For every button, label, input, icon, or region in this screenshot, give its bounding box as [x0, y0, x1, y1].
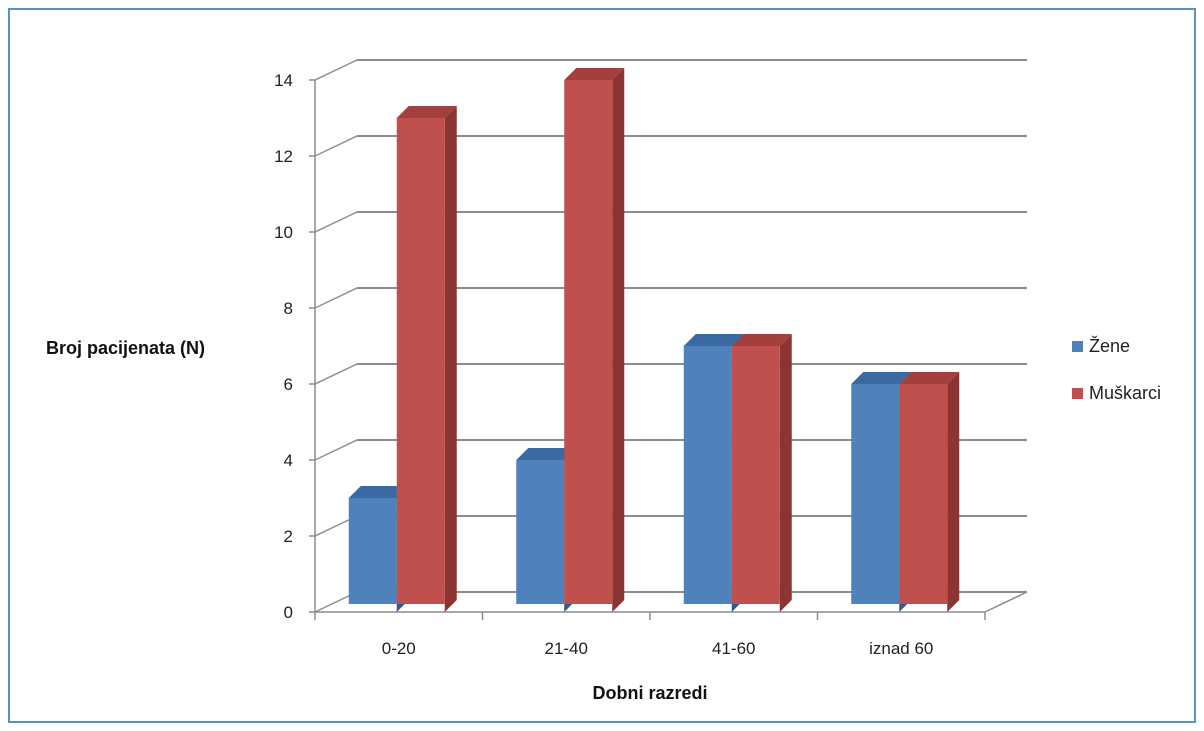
bar-top [731, 334, 792, 346]
legend-swatch [1072, 341, 1083, 352]
bar-front [396, 118, 445, 604]
chart-legend: Žene Muškarci [1072, 336, 1161, 403]
bar-side [779, 334, 792, 612]
y-axis-title: Broj pacijenata (N) [46, 338, 205, 358]
floor-edge [984, 591, 1028, 613]
x-tick-label: 41-60 [712, 639, 755, 658]
chart-axes [309, 79, 1028, 620]
legend-item: Muškarci [1072, 383, 1161, 403]
y-tick-label: 12 [274, 147, 293, 166]
gridline-side [314, 59, 358, 81]
y-tick-label: 6 [284, 375, 293, 394]
bar-top [564, 68, 625, 80]
bar [899, 372, 960, 612]
y-tick-label: 4 [284, 451, 293, 470]
x-tick-label: 0-20 [382, 639, 416, 658]
bar-top [516, 448, 577, 460]
bar-front [348, 498, 397, 604]
bar-front [564, 80, 613, 604]
gridline-side [314, 439, 358, 461]
bar-front [851, 384, 900, 604]
x-tick-label: iznad 60 [869, 639, 933, 658]
legend-label: Žene [1089, 336, 1130, 356]
bar-side [612, 68, 625, 612]
y-tick-label: 10 [274, 223, 293, 242]
y-tick-label: 14 [274, 71, 293, 90]
bar-front [899, 384, 948, 604]
bar-top [899, 372, 960, 384]
bar-front [731, 346, 780, 604]
bar [396, 106, 457, 612]
bar-side [947, 372, 960, 612]
gridline-side [314, 211, 358, 233]
bar-front [683, 346, 732, 604]
bar-side [444, 106, 457, 612]
x-axis-title: Dobni razredi [592, 683, 707, 703]
chart-labels: 0 2 4 6 8 10 12 14 0-20 21-40 41-60 iznad 60 [274, 71, 933, 658]
bar-top [851, 372, 912, 384]
legend-item: Žene [1072, 336, 1130, 356]
x-tick-label: 21-40 [545, 639, 588, 658]
bar-top [348, 486, 409, 498]
bar-front [516, 460, 565, 604]
gridline-side [314, 363, 358, 385]
bar [564, 68, 625, 612]
y-tick-label: 8 [284, 299, 293, 318]
y-tick-label: 2 [284, 527, 293, 546]
legend-swatch [1072, 388, 1083, 399]
bar-top [396, 106, 457, 118]
legend-label: Muškarci [1089, 383, 1161, 403]
bar [731, 334, 792, 612]
chart-bars [348, 68, 960, 612]
bar-top [683, 334, 744, 346]
gridline-side [314, 135, 358, 157]
y-tick-label: 0 [284, 603, 293, 622]
gridline-side [314, 287, 358, 309]
